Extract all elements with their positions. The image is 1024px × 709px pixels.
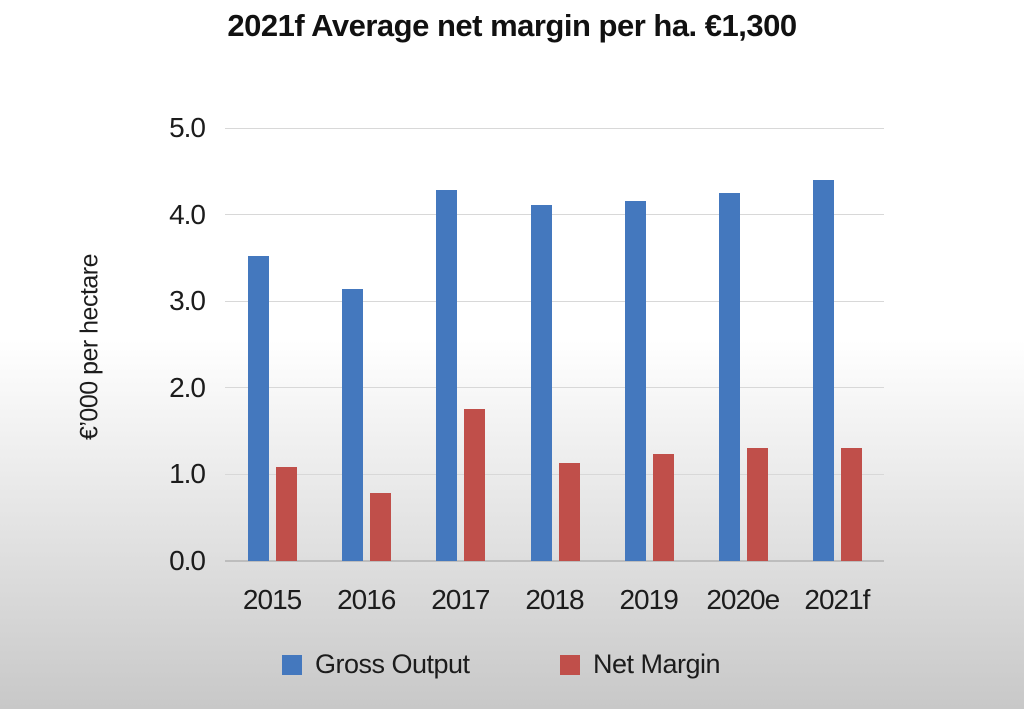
y-axis-tick-label: 0.0 — [169, 545, 206, 576]
chart-title: 2021f Average net margin per ha. €1,300 — [227, 8, 797, 43]
x-axis-tick-label-2015: 2015 — [242, 584, 302, 615]
gross-output-bar-2020e — [718, 192, 740, 561]
net-margin-bar-2017 — [464, 409, 486, 561]
gross-output-bar-2017 — [436, 190, 458, 561]
y-axis-title: €’000 per hectare — [75, 253, 104, 441]
net-margin-bar-2020e — [746, 448, 768, 561]
gross-output-bar-2019 — [624, 200, 646, 561]
y-axis-tick-label: 5.0 — [169, 112, 206, 143]
net-margin-swatch-icon — [560, 654, 580, 675]
x-axis-line — [225, 560, 884, 562]
plot-area — [225, 127, 884, 562]
gross-output-swatch-icon — [282, 654, 302, 675]
gridline — [225, 127, 884, 129]
gross-output-bar-2015 — [248, 256, 270, 561]
gridline — [225, 387, 884, 389]
gridline — [225, 300, 884, 302]
gross-output-bar-2018 — [530, 205, 552, 561]
gross-output-bar-2016 — [342, 289, 364, 561]
legend-label-net-margin: Net Margin — [593, 649, 721, 679]
net-margin-bar-2021f — [840, 448, 862, 561]
gridline — [225, 214, 884, 216]
net-margin-bar-2019 — [652, 454, 674, 561]
x-axis-tick-labels: 2015 2016 2017 2018 2019 2020e 2021f — [225, 584, 884, 624]
legend-item-gross-output: Gross Output — [282, 649, 470, 680]
y-axis-tick-label: 4.0 — [169, 198, 206, 230]
net-margin-bar-2016 — [370, 492, 392, 561]
x-axis-tick-label-2017: 2017 — [431, 584, 490, 615]
x-axis-tick-label-2019: 2019 — [619, 584, 678, 615]
legend-item-net-margin: Net Margin — [560, 649, 721, 680]
gridline — [225, 473, 884, 475]
legend-label-gross-output: Gross Output — [315, 649, 470, 679]
x-axis-tick-label-2016: 2016 — [337, 584, 396, 615]
y-axis-tick-label: 3.0 — [169, 285, 206, 317]
x-axis-tick-label-2021f: 2021f — [804, 584, 870, 615]
net-margin-bar-2018 — [558, 463, 580, 561]
gross-output-bar-2021f — [812, 179, 834, 561]
x-axis-tick-label-2020e: 2020e — [706, 584, 780, 615]
y-axis-tick-label: 2.0 — [169, 371, 206, 403]
x-axis-tick-label-2018: 2018 — [525, 584, 584, 615]
y-axis-tick-label: 1.0 — [169, 458, 206, 490]
net-margin-bar-2015 — [276, 466, 298, 561]
